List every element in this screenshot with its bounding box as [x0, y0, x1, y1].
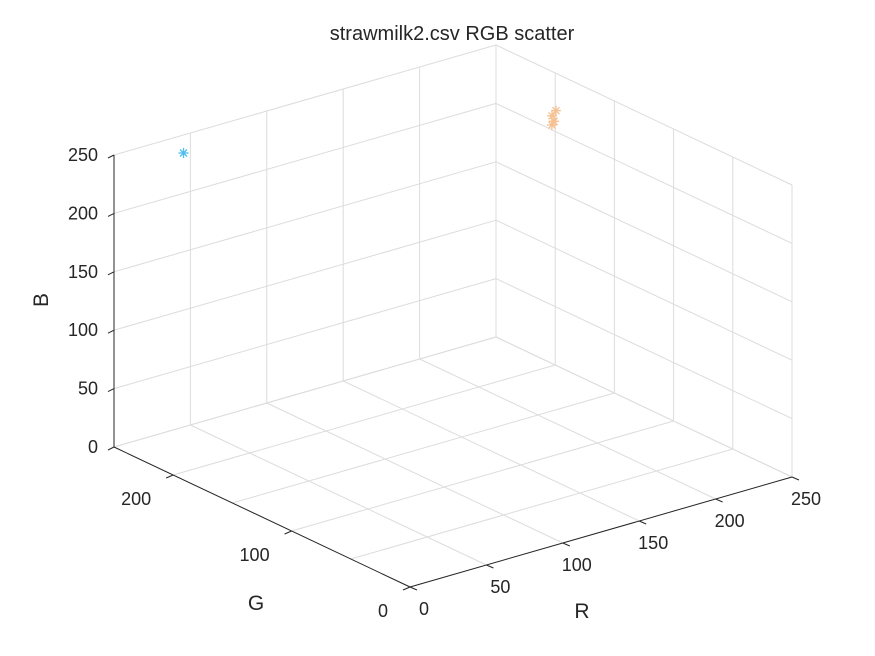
marker-stroke — [550, 117, 559, 126]
chart-title: strawmilk2.csv RGB scatter — [330, 23, 575, 45]
marker-stroke — [552, 106, 560, 115]
tick-labels: 0 50 100 150 200 250 0 100 200 0 50 100 150 200 250 — [68, 145, 821, 621]
x-tick-label: 150 — [638, 533, 668, 553]
x-tick-label: 50 — [490, 577, 510, 597]
grid-line-floor-r — [419, 358, 716, 500]
x-tick-label: 200 — [715, 511, 745, 531]
z-tick — [107, 271, 115, 276]
z-tick-label: 100 — [68, 320, 98, 340]
y-tick — [284, 530, 292, 535]
x-tick — [562, 542, 570, 547]
grid-line-floor-g — [350, 448, 733, 560]
grid-line-floor-g — [232, 392, 615, 504]
marker-stroke — [548, 111, 557, 120]
y-tick — [402, 586, 411, 591]
z-tick — [107, 446, 115, 451]
grid-line-back-b — [113, 44, 497, 156]
y-tick-label: 100 — [240, 545, 270, 565]
grid-line-floor-g — [173, 364, 556, 476]
z-tick — [107, 329, 115, 334]
grid-line-floor-g — [291, 420, 674, 532]
z-tick — [107, 212, 115, 217]
grid-line-side-b — [495, 278, 793, 420]
data-point — [549, 116, 560, 127]
x-tick — [715, 498, 723, 503]
grid-line-side-b — [495, 102, 793, 244]
z-tick-label: 50 — [78, 379, 98, 399]
x-axis-label: R — [574, 600, 589, 623]
x-axis-line — [409, 476, 793, 588]
grid-lines — [113, 44, 793, 588]
data-point — [178, 148, 189, 158]
z-axis-label: B — [30, 293, 53, 307]
x-tick — [486, 564, 494, 569]
axes-group — [107, 154, 800, 591]
grid-line-side-b — [495, 219, 793, 361]
grid-line-floor-r — [190, 424, 487, 566]
data-points — [178, 105, 561, 158]
y-tick-label: 0 — [378, 601, 388, 621]
y-axis-label: G — [248, 592, 264, 615]
z-tick-label: 0 — [88, 437, 98, 457]
grid-line-floor-r — [266, 402, 564, 544]
x-tick-label: 100 — [562, 555, 592, 575]
grid-line-back-b — [113, 102, 497, 214]
y-tick — [166, 474, 174, 479]
grid-line-back-b — [113, 161, 497, 273]
data-point — [550, 105, 561, 116]
grid-line-back-b — [113, 219, 497, 331]
x-tick — [791, 476, 800, 481]
grid-line-back-b — [113, 336, 497, 448]
z-tick-label: 200 — [68, 203, 98, 223]
marker-stroke — [179, 149, 188, 157]
x-tick-label: 0 — [419, 599, 429, 619]
grid-line-side-b — [495, 161, 793, 303]
z-tick — [107, 154, 115, 159]
z-tick-label: 250 — [68, 145, 98, 165]
z-tick — [107, 388, 115, 393]
y-tick-label: 200 — [121, 489, 151, 509]
x-tick-label: 250 — [791, 489, 821, 509]
grid-line-side-b — [495, 44, 793, 186]
x-tick — [409, 586, 418, 591]
grid-line-side-b — [495, 336, 793, 478]
x-tick — [639, 520, 647, 525]
grid-line-back-b — [113, 278, 497, 390]
y-axis-line — [113, 446, 411, 588]
grid-line-floor-r — [342, 380, 640, 522]
z-tick-label: 150 — [68, 262, 98, 282]
